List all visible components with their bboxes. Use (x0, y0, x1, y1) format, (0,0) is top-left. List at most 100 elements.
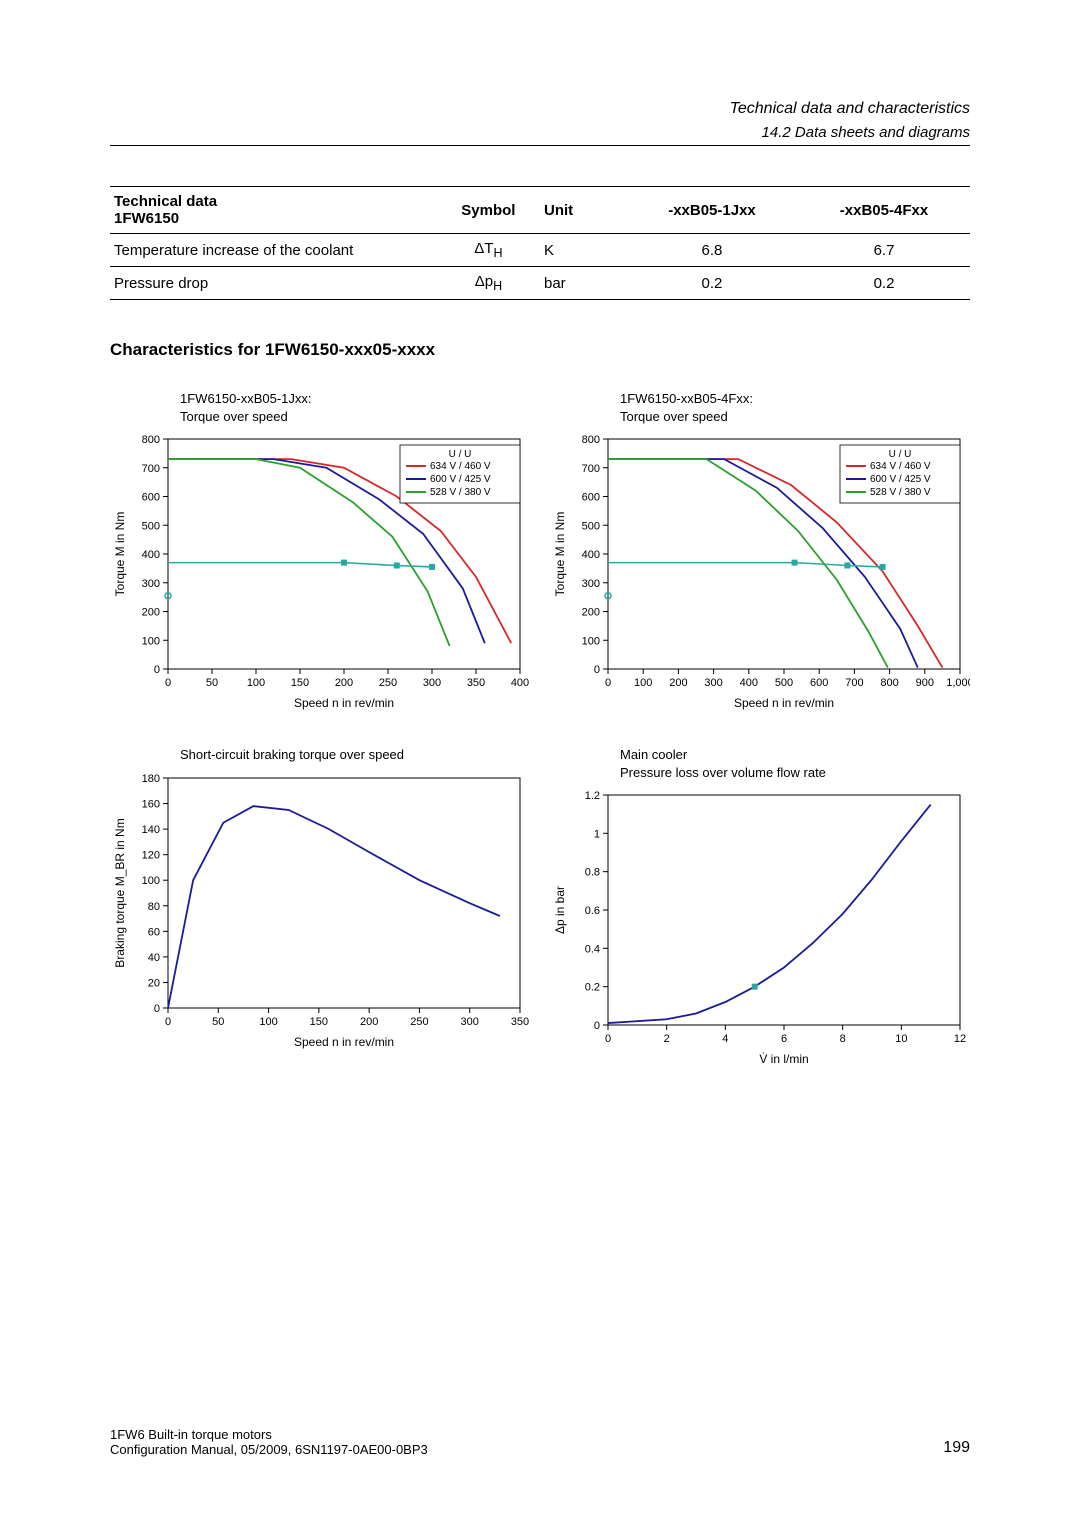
svg-text:700: 700 (142, 463, 160, 475)
chart1-title1: 1FW6150-xxB05-1Jxx: (180, 391, 312, 406)
svg-text:300: 300 (423, 677, 441, 689)
svg-text:8: 8 (840, 1033, 846, 1045)
svg-text:1,000: 1,000 (946, 677, 970, 689)
svg-text:10: 10 (895, 1033, 907, 1045)
th-model: 1FW6150 (114, 210, 433, 227)
technical-data-table: Technical data 1FW6150 Symbol Unit -xxB0… (110, 186, 970, 300)
chart2-title1: 1FW6150-xxB05-4Fxx: (620, 391, 753, 406)
chart-pressure: Main cooler Pressure loss over volume fl… (550, 746, 970, 1072)
svg-text:634 V / 460 V: 634 V / 460 V (870, 461, 931, 472)
footer-line1: 1FW6 Built-in torque motors (110, 1427, 970, 1442)
svg-text:400: 400 (582, 549, 600, 561)
svg-text:800: 800 (880, 677, 898, 689)
chart-torque-4fxx: 1FW6150-xxB05-4Fxx: Torque over speed 0 1… (550, 390, 970, 716)
svg-text:528 V / 380 V: 528 V / 380 V (430, 487, 491, 498)
svg-text:0.2: 0.2 (585, 982, 600, 994)
svg-text:50: 50 (206, 677, 218, 689)
svg-text:80: 80 (148, 900, 160, 912)
svg-text:U / U: U / U (889, 449, 912, 460)
svg-text:150: 150 (310, 1016, 328, 1028)
svg-text:0.8: 0.8 (585, 867, 600, 879)
svg-text:120: 120 (142, 849, 160, 861)
svg-text:4: 4 (722, 1033, 728, 1045)
svg-text:60: 60 (148, 926, 160, 938)
svg-text:528 V / 380 V: 528 V / 380 V (870, 487, 931, 498)
svg-text:20: 20 (148, 977, 160, 989)
footer-line2: Configuration Manual, 05/2009, 6SN1197-0… (110, 1442, 970, 1457)
svg-text:0: 0 (165, 1016, 171, 1028)
svg-text:150: 150 (291, 677, 309, 689)
svg-text:Speed n in rev/min: Speed n in rev/min (294, 696, 394, 710)
chart-torque-1jxx: 1FW6150-xxB05-1Jxx: Torque over speed 0 5… (110, 390, 530, 716)
svg-text:100: 100 (582, 635, 600, 647)
chart4-title1: Main cooler (620, 747, 687, 762)
svg-text:Torque M in Nm: Torque M in Nm (553, 512, 567, 597)
svg-text:200: 200 (142, 607, 160, 619)
svg-text:600: 600 (810, 677, 828, 689)
svg-text:200: 200 (669, 677, 687, 689)
svg-text:100: 100 (259, 1016, 277, 1028)
svg-text:1.2: 1.2 (585, 790, 600, 802)
svg-text:0: 0 (165, 677, 171, 689)
svg-text:200: 200 (360, 1016, 378, 1028)
table-row: Temperature increase of the coolant ΔTH … (110, 234, 970, 267)
svg-text:100: 100 (247, 677, 265, 689)
page-number: 199 (943, 1439, 970, 1457)
chart4-title2: Pressure loss over volume flow rate (620, 765, 826, 780)
th-symbol: Symbol (437, 187, 540, 234)
svg-text:0: 0 (154, 1003, 160, 1015)
section-title: Characteristics for 1FW6150-xxx05-xxxx (110, 340, 970, 360)
svg-text:100: 100 (142, 875, 160, 887)
svg-text:6: 6 (781, 1033, 787, 1045)
svg-text:Speed n in rev/min: Speed n in rev/min (294, 1035, 394, 1049)
svg-text:140: 140 (142, 824, 160, 836)
svg-text:40: 40 (148, 952, 160, 964)
svg-text:400: 400 (142, 549, 160, 561)
th-technical-data: Technical data (114, 193, 433, 210)
svg-text:200: 200 (335, 677, 353, 689)
svg-text:250: 250 (410, 1016, 428, 1028)
header-subtitle: 14.2 Data sheets and diagrams (110, 124, 970, 146)
table-row: Pressure drop ΔpH bar 0.2 0.2 (110, 267, 970, 300)
svg-text:0.6: 0.6 (585, 905, 600, 917)
svg-text:700: 700 (845, 677, 863, 689)
svg-text:100: 100 (142, 635, 160, 647)
svg-text:250: 250 (379, 677, 397, 689)
header-title: Technical data and characteristics (110, 100, 970, 118)
svg-text:100: 100 (634, 677, 652, 689)
th-col4: -xxB05-1Jxx (626, 187, 798, 234)
svg-text:200: 200 (582, 607, 600, 619)
svg-text:V̇ in l/min: V̇ in l/min (759, 1052, 808, 1066)
svg-text:160: 160 (142, 798, 160, 810)
chart2-title2: Torque over speed (620, 409, 728, 424)
svg-text:1: 1 (594, 829, 600, 841)
svg-text:600: 600 (582, 492, 600, 504)
svg-text:50: 50 (212, 1016, 224, 1028)
svg-text:600 V / 425 V: 600 V / 425 V (870, 474, 931, 485)
svg-text:400: 400 (511, 677, 529, 689)
chart3-title: Short-circuit braking torque over speed (180, 747, 404, 762)
svg-text:500: 500 (775, 677, 793, 689)
svg-text:350: 350 (467, 677, 485, 689)
chart1-title2: Torque over speed (180, 409, 288, 424)
svg-text:0: 0 (594, 664, 600, 676)
svg-text:700: 700 (582, 463, 600, 475)
svg-text:800: 800 (142, 434, 160, 446)
svg-text:900: 900 (916, 677, 934, 689)
svg-text:800: 800 (582, 434, 600, 446)
svg-text:0: 0 (594, 1020, 600, 1032)
svg-text:Braking torque M_BR in Nm: Braking torque M_BR in Nm (113, 818, 127, 967)
svg-text:600: 600 (142, 492, 160, 504)
svg-text:600 V / 425 V: 600 V / 425 V (430, 474, 491, 485)
th-col5: -xxB05-4Fxx (798, 187, 970, 234)
svg-text:0: 0 (154, 664, 160, 676)
svg-text:300: 300 (461, 1016, 479, 1028)
svg-text:0.4: 0.4 (585, 944, 600, 956)
th-unit: Unit (540, 187, 626, 234)
svg-text:12: 12 (954, 1033, 966, 1045)
svg-text:2: 2 (664, 1033, 670, 1045)
svg-text:0: 0 (605, 1033, 611, 1045)
svg-text:300: 300 (704, 677, 722, 689)
svg-text:634 V / 460 V: 634 V / 460 V (430, 461, 491, 472)
svg-text:350: 350 (511, 1016, 529, 1028)
